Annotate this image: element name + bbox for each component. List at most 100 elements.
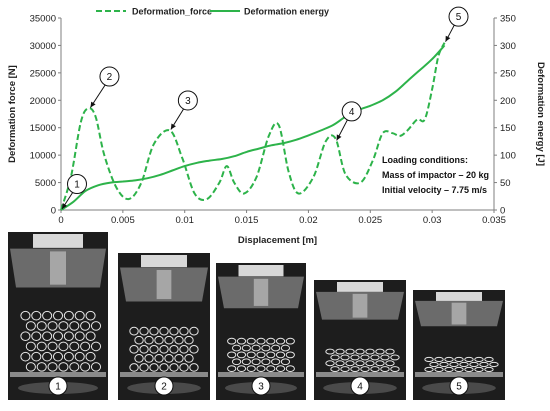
lattice-cell — [275, 365, 286, 372]
base-plate — [316, 372, 404, 377]
y-left-tick-label: 35000 — [30, 14, 56, 25]
lattice-cell — [139, 363, 149, 372]
y-right-tick-label: 250 — [500, 68, 516, 79]
y-left-tick-label: 10000 — [30, 151, 56, 162]
lattice-cell — [261, 344, 271, 352]
lattice-cell — [285, 365, 295, 372]
y-right-tick-label: 200 — [500, 96, 516, 107]
lattice-cell — [179, 326, 189, 336]
lattice-cell — [134, 335, 144, 345]
lattice-cell — [375, 348, 385, 355]
lattice-cell — [246, 337, 256, 345]
lattice-cell — [246, 365, 256, 372]
x-tick-label: 0 — [58, 215, 63, 226]
impactor-cap — [141, 255, 187, 268]
lattice-cell — [266, 365, 276, 372]
lattice-cell — [20, 331, 31, 341]
lattice-cell — [58, 362, 69, 372]
lattice-cell — [275, 351, 286, 359]
y-left-tick-label: 30000 — [30, 41, 56, 52]
photo-number-badge — [449, 376, 469, 396]
y-left-tick-label: 20000 — [30, 96, 56, 107]
lattice-cell — [285, 337, 295, 345]
lattice-cell — [169, 326, 179, 336]
lattice-cell — [370, 366, 380, 373]
annotation-circle — [341, 101, 362, 122]
annotation-label: 4 — [349, 107, 355, 118]
annotation-label: 1 — [74, 180, 80, 191]
lattice-cell — [69, 321, 80, 331]
photo-number-badge — [251, 376, 271, 396]
lattice-cell — [360, 354, 370, 361]
impactor-cap — [337, 282, 383, 292]
lattice-cell — [149, 326, 159, 336]
y-right-axis-label: Deformation energy [J] — [535, 62, 546, 166]
y-right-tick-label: 150 — [500, 123, 516, 134]
loading-conditions-note: Initial velocity – 7.75 m/s — [382, 185, 487, 195]
lattice-cell — [256, 365, 266, 372]
lattice-cell — [31, 310, 42, 321]
lattice-cell — [454, 366, 464, 373]
lattice-cell — [365, 360, 375, 367]
lattice-cell — [484, 366, 494, 373]
lattice-cell — [20, 351, 31, 362]
lattice-cell — [469, 361, 479, 368]
lattice-cell — [464, 366, 474, 373]
loading-conditions-note: Mass of impactor – 20 kg — [382, 170, 489, 180]
lattice-cell — [390, 366, 400, 373]
lattice-cell — [63, 351, 74, 362]
x-tick-label: 0.025 — [358, 215, 382, 226]
lattice-cell — [385, 348, 395, 355]
lattice-cell — [189, 344, 199, 354]
lattice-cell — [154, 335, 164, 345]
lattice-cell — [345, 348, 355, 355]
annotation-arrowhead — [336, 134, 342, 141]
impactor-highlight — [352, 293, 368, 318]
photo-number-label: 5 — [456, 382, 462, 393]
x-tick-label: 0.03 — [423, 215, 442, 226]
lattice-cell — [129, 326, 139, 336]
lattice-cell — [444, 356, 454, 363]
lattice-cell — [280, 358, 291, 366]
lattice-cell — [275, 337, 286, 345]
test-photo: 2 — [118, 253, 210, 400]
base-plate — [120, 372, 208, 377]
base-plate — [218, 372, 304, 377]
base-plate — [10, 372, 106, 377]
lattice-cell — [439, 361, 449, 368]
lattice-cell — [85, 351, 96, 362]
lattice-cell — [474, 366, 484, 373]
lattice-cell — [74, 310, 85, 321]
lattice-cell — [169, 363, 179, 372]
lattice-cell — [149, 344, 159, 354]
photo-number-label: 2 — [161, 382, 167, 393]
y-right-tick-label: 0 — [500, 206, 505, 217]
energy-series-line — [60, 44, 446, 211]
lattice-cell — [42, 331, 53, 341]
lattice-cell — [52, 351, 64, 362]
lattice-cell — [429, 361, 439, 368]
annotation-arrowhead — [90, 101, 96, 108]
lattice-cell — [380, 366, 390, 373]
lattice-cell — [484, 356, 494, 363]
lattice-cell — [85, 310, 96, 321]
lattice-cell — [271, 358, 281, 366]
lattice-cell — [424, 366, 434, 373]
y-left-axis-label: Deformation force [N] — [7, 65, 18, 163]
lattice-cell — [80, 362, 91, 372]
annotation-circle — [99, 66, 120, 87]
lattice-cell — [90, 321, 102, 331]
lattice-cell — [246, 351, 256, 359]
annotation-circle — [177, 90, 198, 111]
annotation-circle — [67, 174, 87, 194]
lattice-cell — [52, 331, 64, 341]
test-photo: 5 — [413, 290, 505, 400]
lattice-cell — [85, 331, 96, 341]
lattice-cell — [189, 326, 199, 336]
lattice-cell — [251, 344, 261, 352]
lattice-cell — [174, 354, 184, 363]
lattice-cell — [36, 362, 47, 372]
x-tick-label: 0.035 — [482, 215, 506, 226]
lattice-cell — [36, 341, 47, 352]
